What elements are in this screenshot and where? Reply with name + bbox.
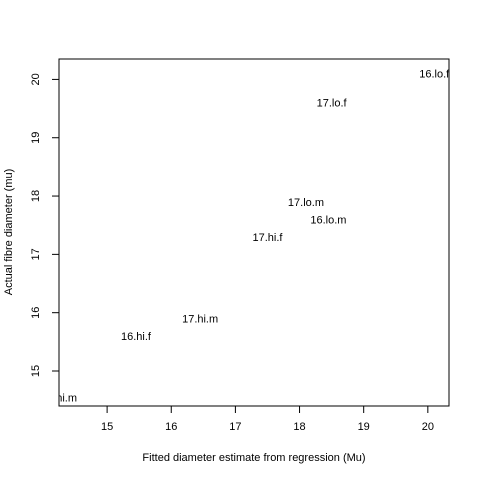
x-tick-label: 18 [293,421,305,433]
y-tick-label: 16 [30,307,42,319]
x-tick-label: 17 [229,421,241,433]
y-tick-label: 19 [30,132,42,144]
x-tick-label: 20 [422,421,434,433]
y-tick-label: 17 [30,248,42,260]
data-points: 16.lo.f 17.lo.f 17.lo.m 16.lo.m 17.hi.f 17.hi… [41,69,450,405]
point-label: 17.lo.f [317,98,348,110]
y-tick-label: 20 [30,73,42,85]
point-label: 17.hi.f [252,232,283,244]
point-label: 17.hi.m [182,314,218,326]
plot-frame [58,58,450,407]
x-tick-label: 19 [358,421,370,433]
point-label: 17.lo.m [288,197,324,209]
y-axis: 15 16 17 18 19 20 [30,73,59,377]
point-label: 16.lo.f [419,69,450,81]
y-tick-label: 15 [30,365,42,377]
y-axis-title: Actual fibre diameter (mu) [3,169,15,296]
point-label: 16.lo.m [310,214,346,226]
point-label: 16.hi.f [121,331,152,343]
x-axis: 15 16 17 18 19 20 [101,406,434,433]
x-tick-label: 16 [165,421,177,433]
x-tick-label: 15 [101,421,113,433]
point-label: 16.hi.m [41,392,77,404]
x-axis-title: Fitted diameter estimate from regression… [142,452,365,464]
y-tick-label: 18 [30,190,42,202]
